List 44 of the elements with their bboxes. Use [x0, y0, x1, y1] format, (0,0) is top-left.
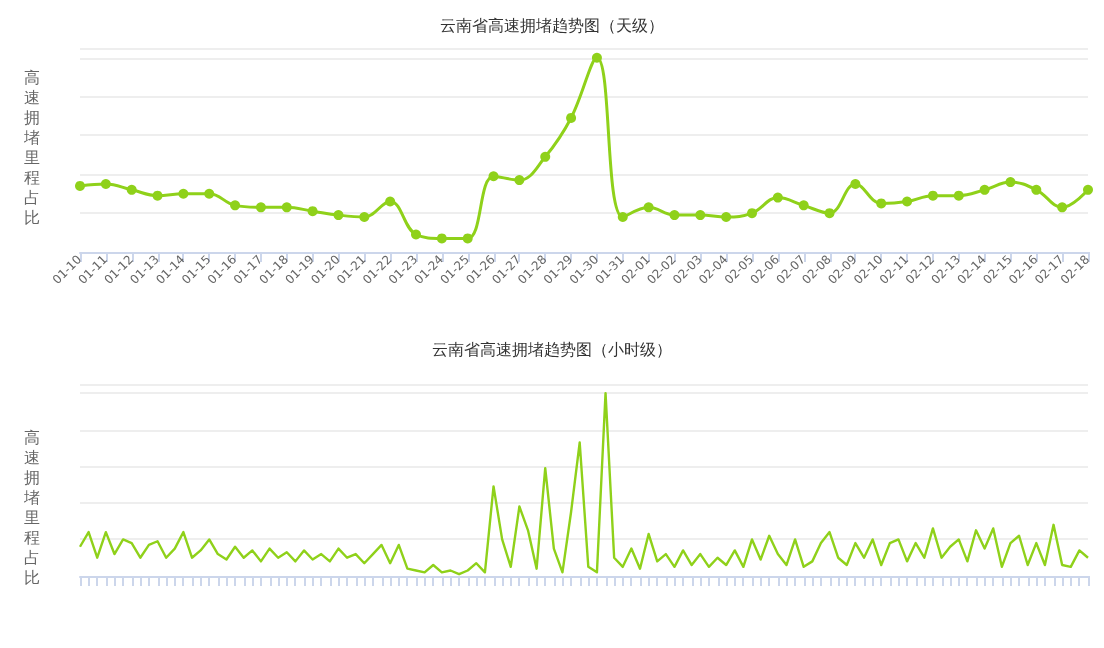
point: [307, 206, 318, 217]
point: [75, 180, 85, 191]
point: [902, 196, 913, 207]
point: [255, 202, 266, 213]
chart-title: 云南省高速拥堵趋势图（天级）: [440, 17, 664, 35]
point: [617, 212, 628, 223]
chart-title: 云南省高速拥堵趋势图（小时级）: [432, 341, 672, 359]
point: [824, 208, 835, 219]
point: [695, 210, 706, 221]
point: [979, 184, 990, 195]
point: [850, 179, 861, 189]
point: [1083, 184, 1093, 195]
point: [178, 188, 189, 199]
point: [669, 210, 680, 221]
point: [1005, 177, 1016, 188]
point: [540, 151, 551, 162]
point: [333, 210, 344, 221]
point: [772, 192, 783, 203]
point: [411, 229, 421, 240]
y-axis-title: 高速拥堵里程占比: [22, 429, 40, 587]
point: [281, 202, 292, 213]
point: [927, 190, 938, 201]
point: [566, 112, 577, 123]
point: [359, 212, 370, 223]
point: [385, 196, 396, 207]
point: [204, 188, 215, 199]
point: [514, 175, 525, 186]
point: [462, 233, 473, 244]
point: [747, 208, 757, 219]
point: [488, 171, 499, 182]
point: [798, 200, 809, 211]
point: [1031, 184, 1042, 195]
y-axis-title: 高速拥堵里程占比: [22, 69, 40, 227]
point: [876, 198, 887, 209]
point: [953, 190, 964, 201]
point: [591, 52, 602, 63]
point: [126, 184, 137, 195]
point: [643, 202, 654, 213]
point: [230, 200, 241, 211]
point: [436, 233, 447, 244]
point: [721, 212, 732, 223]
point: [152, 190, 163, 201]
point: [1057, 202, 1068, 213]
point: [100, 179, 111, 189]
